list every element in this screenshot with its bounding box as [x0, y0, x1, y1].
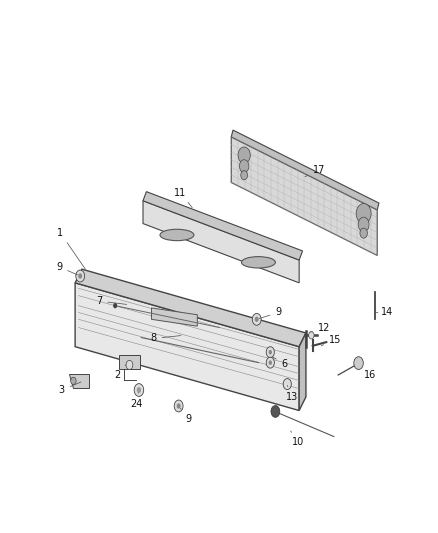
- Circle shape: [126, 360, 133, 369]
- Circle shape: [71, 377, 76, 384]
- Text: 15: 15: [321, 335, 341, 346]
- Text: 1: 1: [57, 228, 85, 269]
- Polygon shape: [75, 283, 299, 410]
- Circle shape: [174, 400, 183, 412]
- Polygon shape: [231, 137, 377, 255]
- Circle shape: [271, 406, 280, 417]
- Polygon shape: [75, 269, 306, 346]
- Text: 17: 17: [305, 165, 325, 177]
- Circle shape: [240, 160, 249, 173]
- Circle shape: [266, 346, 274, 358]
- Text: 7: 7: [96, 296, 127, 306]
- Circle shape: [78, 273, 82, 279]
- Circle shape: [137, 387, 141, 393]
- Text: 8: 8: [151, 334, 181, 343]
- Circle shape: [255, 317, 259, 322]
- Circle shape: [252, 313, 261, 325]
- Text: 10: 10: [291, 431, 304, 447]
- Circle shape: [309, 332, 314, 339]
- Circle shape: [356, 204, 371, 223]
- Polygon shape: [119, 355, 140, 369]
- Circle shape: [358, 217, 369, 232]
- Circle shape: [134, 384, 144, 397]
- Circle shape: [177, 403, 180, 409]
- Circle shape: [113, 303, 117, 309]
- Polygon shape: [231, 130, 379, 210]
- Text: 24: 24: [130, 393, 142, 409]
- Text: 14: 14: [375, 308, 393, 318]
- Ellipse shape: [160, 229, 194, 241]
- Circle shape: [354, 357, 363, 369]
- Text: 6: 6: [273, 357, 288, 368]
- Text: 16: 16: [359, 369, 377, 380]
- Text: 11: 11: [174, 188, 192, 208]
- Circle shape: [360, 228, 367, 238]
- Polygon shape: [143, 201, 299, 283]
- Circle shape: [76, 270, 85, 282]
- Text: 9: 9: [259, 308, 282, 319]
- Circle shape: [268, 350, 272, 354]
- Polygon shape: [69, 374, 89, 387]
- Polygon shape: [152, 308, 197, 326]
- Text: 13: 13: [286, 385, 298, 402]
- Polygon shape: [299, 333, 306, 410]
- Text: 12: 12: [310, 322, 330, 333]
- Text: 2: 2: [114, 365, 126, 380]
- Text: 3: 3: [59, 382, 81, 395]
- Circle shape: [238, 147, 250, 164]
- Text: 9: 9: [180, 408, 192, 424]
- Circle shape: [241, 171, 247, 180]
- Circle shape: [268, 360, 272, 365]
- Ellipse shape: [241, 256, 276, 268]
- Polygon shape: [143, 192, 303, 260]
- Circle shape: [266, 357, 274, 368]
- Text: 9: 9: [56, 262, 78, 275]
- Circle shape: [283, 378, 291, 390]
